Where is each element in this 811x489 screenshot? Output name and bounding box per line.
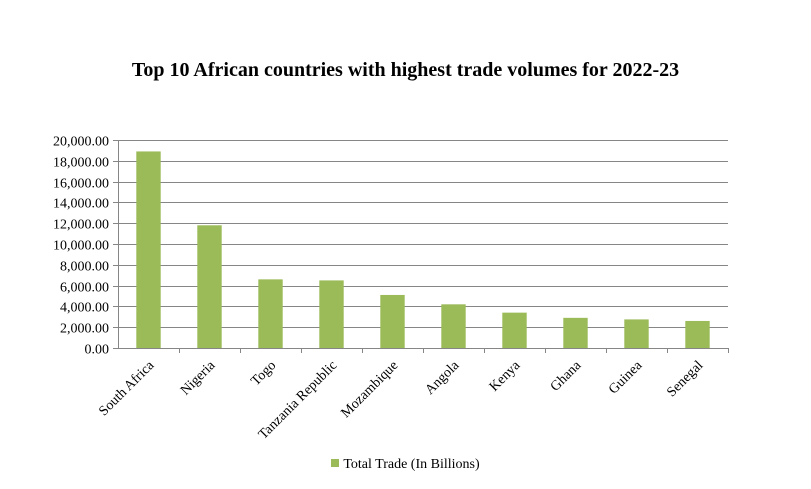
bar xyxy=(624,319,649,348)
legend-label: Total Trade (In Billions) xyxy=(343,457,480,472)
x-tick-label: South Africa xyxy=(96,358,157,419)
axes xyxy=(118,140,729,353)
x-tick-label: Togo xyxy=(249,358,280,389)
bar xyxy=(258,279,283,348)
bar xyxy=(685,320,710,348)
bar xyxy=(319,280,344,348)
x-tick-label: Guinea xyxy=(606,358,646,398)
y-tick-labels: 0.00 2,000.00 4,000.00 6,000.00 8,000.00 10,0… xyxy=(53,135,109,358)
bar xyxy=(441,304,466,348)
legend: Total Trade (In Billions) xyxy=(0,456,811,474)
bar xyxy=(563,317,588,348)
y-tick-label: 8,000.00 xyxy=(60,260,109,275)
y-tick-label: 16,000.00 xyxy=(53,177,109,192)
y-tick-label: 14,000.00 xyxy=(53,197,109,212)
y-tick-label: 18,000.00 xyxy=(53,156,109,171)
bar xyxy=(380,294,405,348)
gridlines xyxy=(113,140,728,349)
y-tick-label: 20,000.00 xyxy=(53,135,109,150)
x-tick-label: Ghana xyxy=(548,358,585,395)
x-tick-label: Mozambique xyxy=(338,358,401,421)
y-tick-label: 6,000.00 xyxy=(60,281,109,296)
bar xyxy=(502,312,527,348)
bar xyxy=(197,225,222,348)
x-tick-label: Nigeria xyxy=(178,358,219,399)
bars xyxy=(136,151,710,348)
y-tick-label: 10,000.00 xyxy=(53,239,109,254)
bar xyxy=(136,151,161,348)
legend-swatch xyxy=(331,459,340,467)
y-tick-label: 2,000.00 xyxy=(60,322,109,337)
chart-title: Top 10 African countries with highest tr… xyxy=(131,59,680,81)
y-tick-label: 4,000.00 xyxy=(60,301,109,316)
y-tick-label: 0.00 xyxy=(85,343,110,358)
x-tick-label: Angola xyxy=(423,358,463,398)
x-tick-label: Kenya xyxy=(487,358,524,395)
y-tick-label: 12,000.00 xyxy=(53,218,109,233)
x-tick-label: Senegal xyxy=(664,358,706,400)
